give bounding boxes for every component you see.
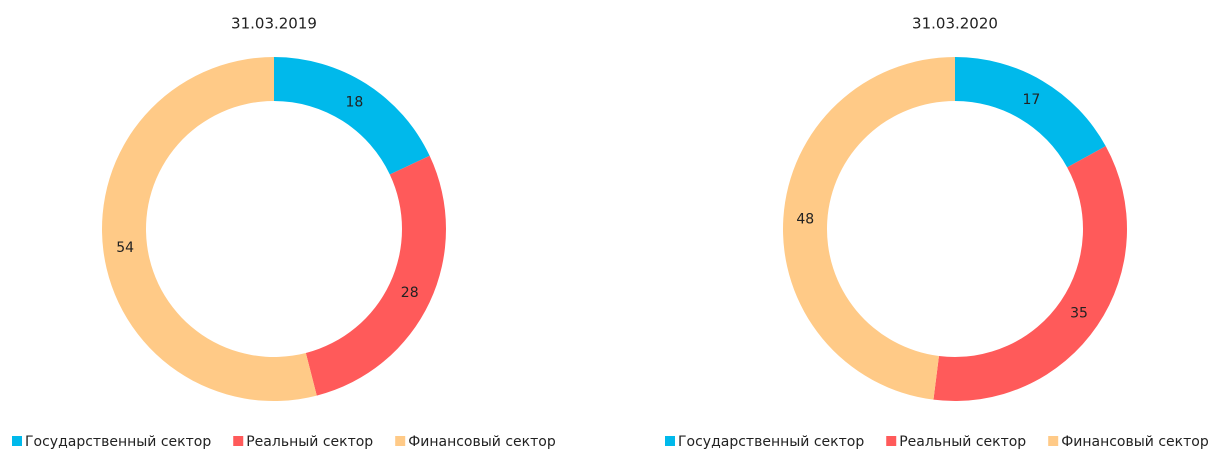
data-label: 35 [1070,305,1088,321]
legend-label: Государственный сектор [25,434,211,450]
data-label: 17 [1022,92,1040,108]
legend-swatch [665,436,675,446]
donut-segment [101,57,317,402]
legend-swatch [395,436,406,446]
legend-label: Реальный сектор [246,434,373,450]
legend-swatch [12,436,22,446]
donut-segment [305,155,446,396]
data-label: 28 [401,285,419,301]
legend-label: Реальный сектор [899,434,1026,450]
legend-label: Финансовый сектор [408,434,556,450]
data-label: 18 [345,94,363,110]
donut-segment [782,57,955,400]
legend-label: Государственный сектор [678,434,864,450]
data-label: 54 [116,240,134,256]
donut-segment [274,57,430,175]
legend-swatch [233,436,244,446]
legend-label: Финансовый сектор [1061,434,1209,450]
data-label: 48 [796,212,814,228]
chart-title: 31.03.2019 [231,15,317,33]
donut-segment [933,146,1127,401]
legend-swatch [886,436,897,446]
donut-segment [955,57,1106,168]
legend-swatch [1048,436,1059,446]
chart-title: 31.03.2020 [912,15,998,33]
